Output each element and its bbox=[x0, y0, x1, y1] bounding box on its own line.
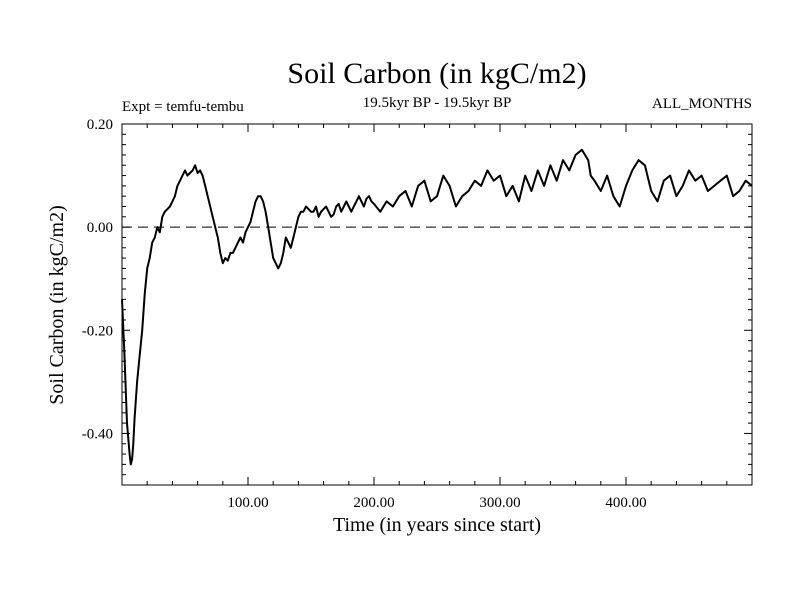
ticks-layer bbox=[122, 124, 752, 485]
x-tick-label: 300.00 bbox=[479, 495, 520, 511]
series-layer bbox=[121, 148, 753, 466]
chart-subtitle: 19.5kyr BP - 19.5kyr BP bbox=[363, 95, 512, 111]
y-tick-label: -0.40 bbox=[82, 426, 113, 442]
experiment-label: Expt = temfu-tembu bbox=[122, 99, 244, 115]
chart-title: Soil Carbon (in kgC/m2) bbox=[287, 57, 586, 90]
y-tick-label: -0.20 bbox=[82, 323, 113, 339]
x-tick-label: 400.00 bbox=[605, 495, 646, 511]
tick-labels-layer: 100.00 200.00 300.00 400.00 -0.40 -0.20 0.00 0.… bbox=[82, 117, 647, 511]
months-label: ALL_MONTHS bbox=[652, 96, 752, 112]
x-tick-label: 200.00 bbox=[353, 495, 394, 511]
y-tick-label: 0.00 bbox=[87, 220, 113, 236]
x-axis-label: Time (in years since start) bbox=[333, 514, 541, 536]
y-axis-label: Soil Carbon (in kgC/m2) bbox=[46, 205, 68, 404]
x-tick-label: 100.00 bbox=[227, 495, 268, 511]
plot-frame bbox=[121, 123, 753, 486]
series-line bbox=[121, 148, 753, 466]
y-tick-label: 0.20 bbox=[87, 117, 113, 133]
